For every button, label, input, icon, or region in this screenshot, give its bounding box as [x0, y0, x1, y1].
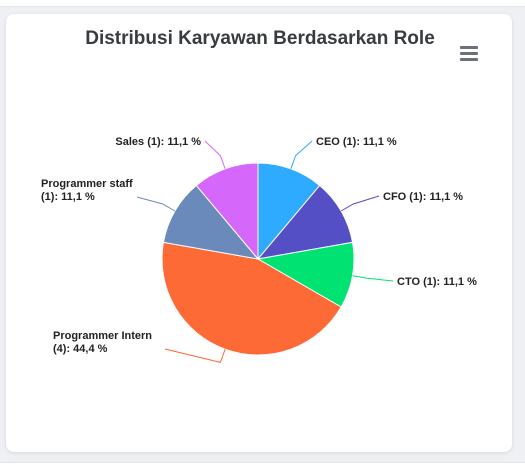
pie-slice-cto[interactable] [256, 241, 355, 308]
data-label-cfo: CFO (1): 11,1 % [383, 191, 463, 203]
pie-slice-ceo[interactable] [257, 162, 321, 261]
top-strip [0, 0, 525, 7]
connector-ceo [290, 140, 313, 169]
chart-title: Distribusi Karyawan Berdasarkan Role [85, 28, 435, 49]
connector-programmer-staff [136, 196, 176, 212]
pie-slice-programmer-staff[interactable] [162, 184, 260, 260]
connector-sales [204, 140, 226, 169]
connector-cto [352, 275, 394, 282]
data-label-ceo: CEO (1): 11,1 % [316, 136, 397, 148]
connector-cfo [340, 195, 380, 212]
pie-slice-sales[interactable] [195, 162, 259, 261]
data-label-cto: CTO (1): 11,1 % [397, 276, 477, 288]
pie-slice-cfo[interactable] [256, 184, 354, 260]
pie-slice-programmer-intern[interactable] [161, 241, 342, 356]
connector-programmer-intern [164, 348, 226, 363]
bottom-strip [0, 462, 525, 471]
data-label-sales: Sales (1): 11,1 % [115, 136, 201, 148]
data-label-programmer-staff: Programmer staff (1): 11,1 % [41, 178, 133, 203]
hamburger-menu-icon[interactable] [458, 44, 480, 64]
data-label-programmer-intern: Programmer Intern (4): 44,4 % [53, 330, 152, 355]
